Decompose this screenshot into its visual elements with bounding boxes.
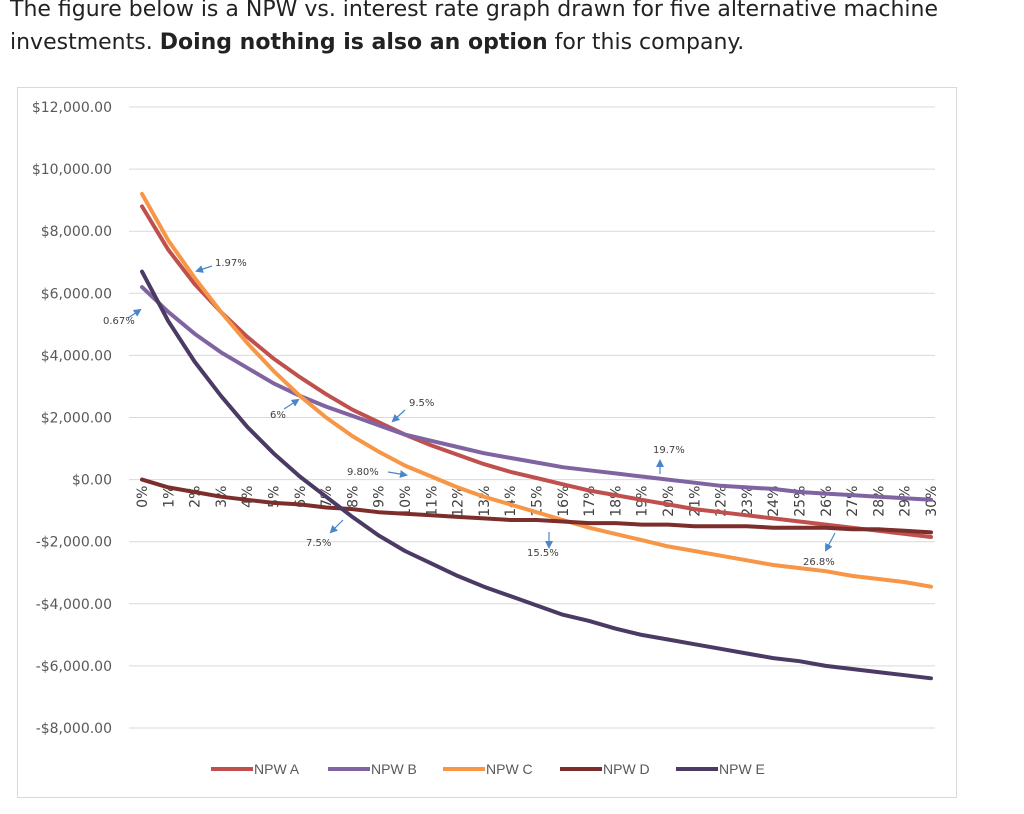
- y-tick-labels: $12,000.00 $10,000.00 $8,000.00 $6,000.00 $4…: [32, 100, 112, 737]
- y-tick-label: -$2,000.00: [36, 535, 112, 551]
- x-tick-label: 28%: [871, 486, 887, 517]
- x-tick-label: 8%: [345, 486, 361, 508]
- chart-frame: [17, 87, 957, 798]
- x-tick-label: 26%: [819, 486, 835, 517]
- annotation-label: 26.8%: [803, 557, 835, 568]
- x-tick-label: 0%: [135, 486, 151, 508]
- annotations: 0.67% 1.97% 6% 9.5% 9.80% 7.5% 15.5% 19.7% 26.8%: [103, 258, 836, 568]
- x-tick-label: 22%: [714, 486, 730, 517]
- intro-bold-text: Doing nothing is also an option: [159, 30, 548, 55]
- annotation-arrow: [283, 398, 300, 410]
- x-tick-label: 4%: [240, 486, 256, 508]
- x-tick-label: 23%: [740, 486, 756, 517]
- series-line-npw-e: [140, 269, 933, 681]
- y-tick-label: $2,000.00: [41, 411, 112, 427]
- legend-label: NPW B: [371, 761, 417, 777]
- x-tick-label: 10%: [398, 486, 414, 517]
- x-tick-label: 11%: [424, 486, 440, 517]
- legend: NPW A NPW B NPW C NPW D NPW E: [211, 761, 765, 777]
- y-tick-label: $12,000.00: [32, 100, 112, 116]
- annotation-label: 6%: [270, 410, 286, 421]
- annotation-arrow: [127, 308, 142, 319]
- x-tick-label: 20%: [661, 486, 677, 517]
- x-tick-label: 1%: [161, 486, 177, 508]
- legend-label: NPW E: [719, 761, 765, 777]
- annotation-arrow: [391, 409, 406, 423]
- intro-text-1: The figure below is a NPW vs. interest r…: [10, 0, 939, 55]
- y-tick-label: $6,000.00: [41, 286, 112, 302]
- annotation-label: 19.7%: [653, 445, 685, 456]
- y-tick-label: $8,000.00: [41, 224, 112, 240]
- y-tick-label: $10,000.00: [32, 162, 112, 178]
- x-tick-label: 16%: [556, 486, 572, 517]
- x-tick-label: 9%: [372, 486, 388, 508]
- x-tick-label: 14%: [503, 486, 519, 517]
- intro-text-2: for this company.: [547, 30, 745, 55]
- legend-label: NPW C: [486, 761, 533, 777]
- grid-layer: [129, 106, 935, 729]
- x-tick-label: 12%: [451, 486, 467, 517]
- annotation-label: 15.5%: [527, 548, 559, 559]
- annotation-arrow: [825, 532, 836, 552]
- series-line-npw-b: [140, 285, 933, 502]
- annotation-label: 1.97%: [215, 258, 247, 269]
- x-tick-label: 2%: [188, 486, 204, 508]
- series-line-npw-d: [140, 477, 933, 535]
- annotation-label: 9.5%: [409, 398, 434, 409]
- y-tick-label: -$8,000.00: [36, 721, 112, 737]
- legend-label: NPW A: [254, 761, 300, 777]
- x-tick-label: 29%: [898, 486, 914, 517]
- x-tick-label: 24%: [766, 486, 782, 517]
- annotation-arrow: [195, 265, 213, 273]
- y-tick-label: $4,000.00: [41, 348, 112, 364]
- series-line-npw-a: [140, 204, 933, 539]
- y-tick-label: -$6,000.00: [36, 659, 112, 675]
- x-tick-label: 18%: [608, 486, 624, 517]
- x-tick-label: 27%: [845, 486, 861, 517]
- annotation-arrow: [387, 470, 408, 478]
- y-tick-label: $0.00: [72, 473, 112, 489]
- annotation-label: 7.5%: [306, 538, 331, 549]
- x-tick-label: 13%: [477, 486, 493, 517]
- x-tick-label: 15%: [530, 486, 546, 517]
- annotation-arrow: [329, 519, 344, 534]
- series-lines: [140, 191, 933, 681]
- series-line-npw-c: [140, 191, 933, 589]
- legend-label: NPW D: [603, 761, 650, 777]
- intro-paragraph: The figure below is a NPW vs. interest r…: [10, 0, 1010, 59]
- x-tick-label: 21%: [687, 486, 703, 517]
- annotation-label: 9.80%: [347, 467, 379, 478]
- annotation-label: 0.67%: [103, 316, 135, 327]
- y-tick-label: -$4,000.00: [36, 597, 112, 613]
